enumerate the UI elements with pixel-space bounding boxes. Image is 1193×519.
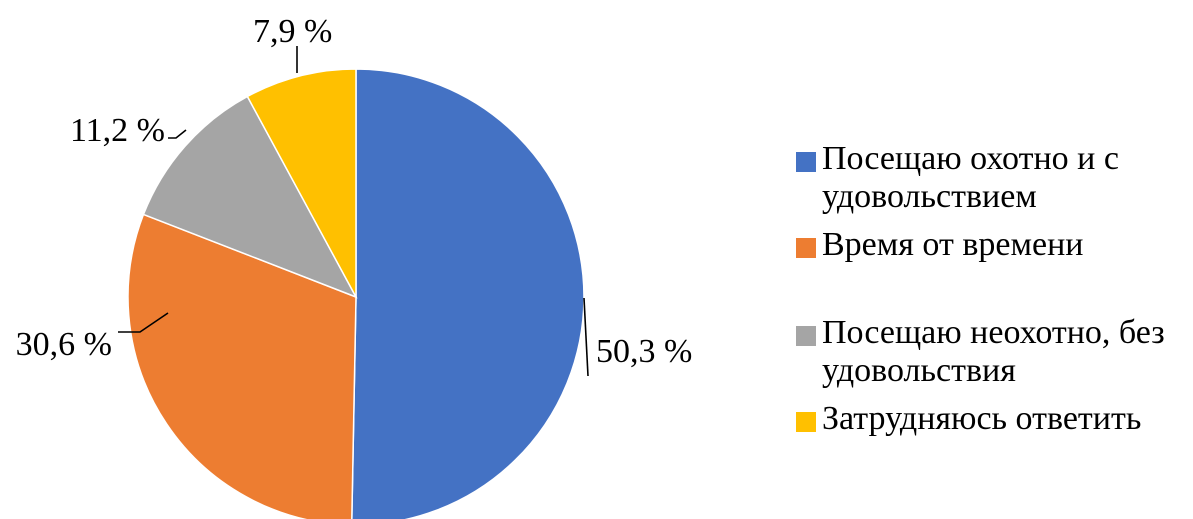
legend-label: Затрудняюсь ответить [822,400,1142,437]
pie-chart: 50,3 % 30,6 % 11,2 % 7,9 % [16,13,693,519]
data-label-11: 11,2 % [70,112,165,149]
legend-swatch [796,326,816,346]
data-labels: 50,3 % 30,6 % 11,2 % 7,9 % [16,13,693,370]
leader-lines [118,46,589,377]
slice-undecided [246,68,357,298]
legend-item-reluctant: Посещаю неохотно, без удовольствия [792,314,1192,390]
legend-swatch [796,238,816,258]
legend-label: Посещаю неохотно, без удовольствия [822,314,1165,389]
leader-line [583,297,589,377]
slice-enthusiastic [351,68,585,519]
legend-swatch [796,152,816,172]
slice-reluctant [142,95,358,299]
data-label-50: 50,3 % [596,333,692,370]
legend-swatch [796,412,816,432]
leader-line [118,312,169,333]
data-label-7: 7,9 % [253,13,332,50]
data-label-30: 30,6 % [16,326,112,363]
pie-slices [127,68,585,519]
legend-item-sometimes: Время от времени [792,226,1192,264]
legend-item-enthusiastic: Посещаю охотно и с удовольствием [792,140,1192,216]
slice-sometimes [127,213,357,519]
legend-item-undecided: Затрудняюсь ответить [792,400,1192,438]
legend: Посещаю охотно и с удовольствием Время о… [792,140,1192,438]
leader-line [168,129,187,139]
legend-label: Посещаю охотно и с удовольствием [822,140,1119,215]
legend-label: Время от времени [822,226,1084,263]
